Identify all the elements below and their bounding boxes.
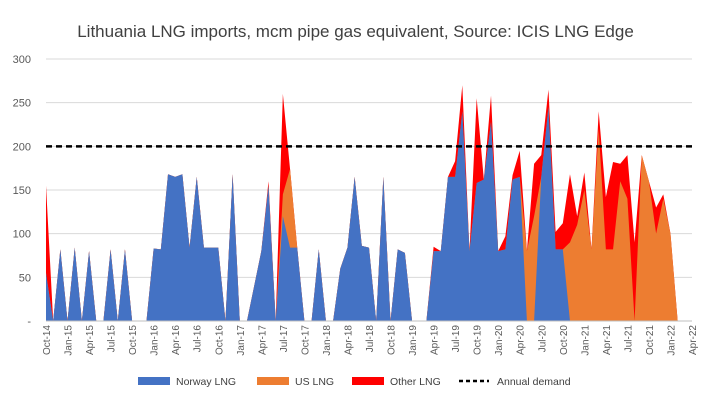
x-tick-label: Jul-21	[623, 325, 634, 353]
y-tick-label: 300	[13, 54, 31, 66]
x-tick-label: Jan-18	[322, 325, 333, 356]
x-tick-label: Jan-21	[580, 325, 591, 356]
x-tick-label: Oct-14	[42, 325, 53, 355]
x-tick-label: Oct-21	[645, 325, 656, 355]
y-tick-label: 100	[13, 229, 31, 241]
x-tick-label: Jul-16	[193, 325, 204, 353]
x-tick-label: Oct-19	[473, 325, 484, 355]
chart-title: Lithuania LNG imports, mcm pipe gas equi…	[77, 22, 634, 41]
x-tick-label: Oct-15	[128, 325, 139, 355]
x-tick-label: Apr-16	[171, 325, 182, 355]
x-tick-label: Jan-19	[408, 325, 419, 356]
x-tick-label: Oct-18	[387, 325, 398, 355]
legend-swatch-us-lng	[257, 377, 289, 385]
x-tick-label: Jan-17	[236, 325, 247, 356]
legend-label-annual-demand: Annual demand	[497, 376, 571, 388]
y-tick-label: 200	[13, 141, 31, 153]
x-tick-label: Apr-18	[343, 325, 354, 355]
x-tick-label: Jan-20	[494, 325, 505, 356]
x-tick-label: Oct-17	[300, 325, 311, 355]
x-tick-label: Jul-20	[537, 325, 548, 353]
x-tick-label: Apr-21	[602, 325, 613, 355]
x-tick-label: Apr-22	[688, 325, 699, 355]
legend-swatch-norway-lng	[138, 377, 170, 385]
x-tick-label: Jul-19	[451, 325, 462, 353]
legend-label-us-lng: US LNG	[295, 376, 334, 388]
y-tick-label: 50	[19, 272, 31, 284]
y-tick-label: 150	[13, 185, 31, 197]
y-tick-label: 250	[13, 98, 31, 110]
x-tick-label: Jan-15	[64, 325, 75, 356]
legend-label-norway-lng: Norway LNG	[176, 376, 236, 388]
x-tick-label: Jan-22	[666, 325, 677, 356]
x-tick-label: Oct-16	[214, 325, 225, 355]
x-tick-label: Apr-17	[257, 325, 268, 355]
x-tick-label: Jul-15	[107, 325, 118, 353]
x-tick-label: Jul-18	[365, 325, 376, 353]
x-tick-label: Oct-20	[559, 325, 570, 355]
x-tick-label: Jul-17	[279, 325, 290, 353]
x-tick-label: Apr-15	[85, 325, 96, 355]
x-tick-label: Apr-19	[430, 325, 441, 355]
x-tick-label: Apr-20	[516, 325, 527, 355]
legend-swatch-other-lng	[352, 377, 384, 385]
y-tick-label: -	[27, 316, 31, 328]
area-norway-lng	[46, 107, 692, 321]
legend-label-other-lng: Other LNG	[390, 376, 441, 388]
x-tick-label: Jan-16	[150, 325, 161, 356]
